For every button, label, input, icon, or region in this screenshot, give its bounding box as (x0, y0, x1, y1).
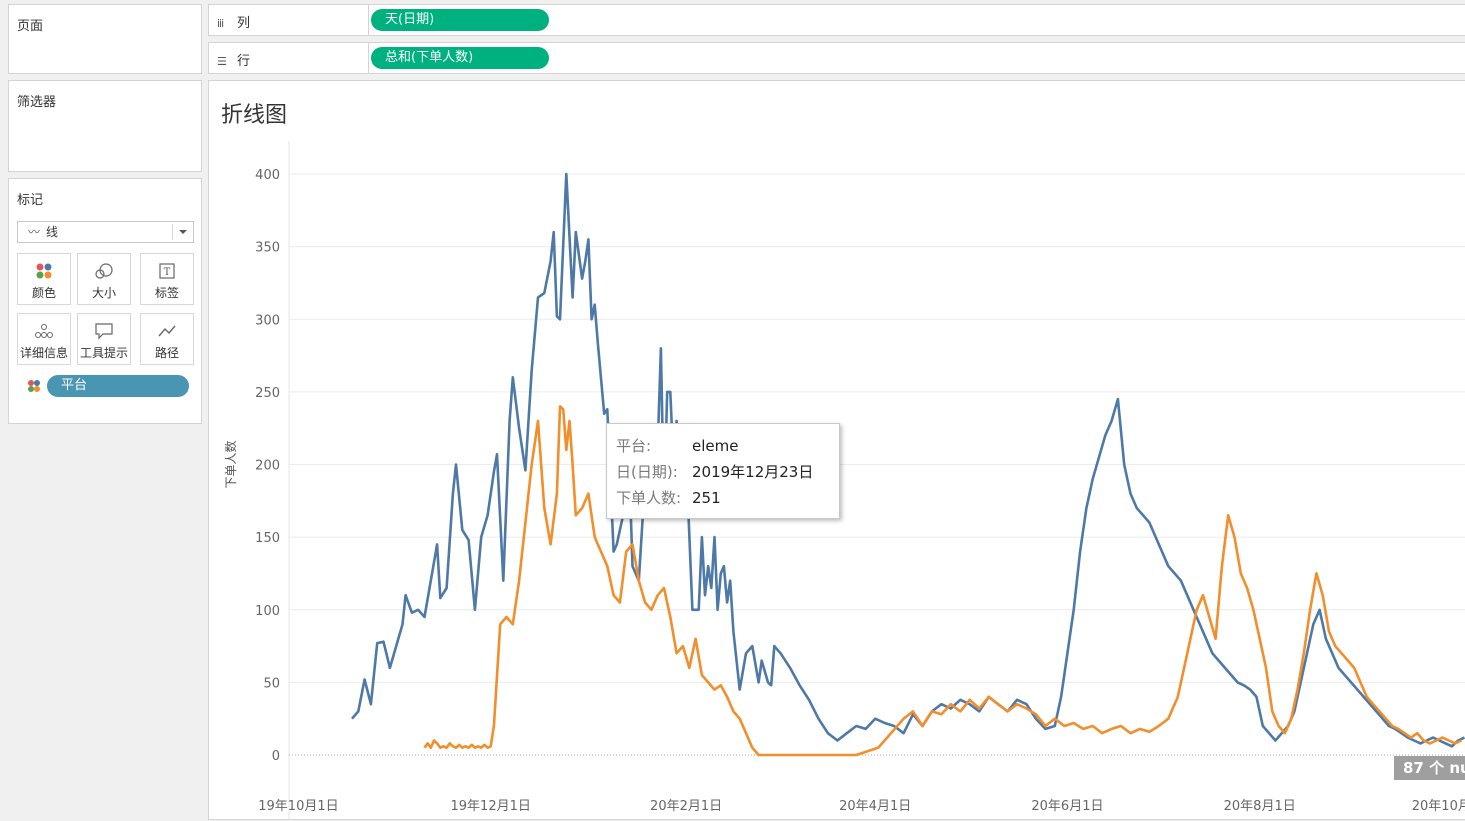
tooltip-key-platform: 平台: (616, 437, 652, 455)
color-icon (18, 261, 70, 281)
columns-label: 列 (237, 16, 251, 31)
shelf-divider (368, 43, 369, 73)
detail-button-label: 详细信息 (19, 346, 68, 360)
y-tick-label: 250 (255, 386, 280, 401)
chart-title: 折线图 (221, 103, 288, 128)
y-tick-label: 50 (263, 676, 280, 691)
filters-label: 筛选器 (17, 95, 57, 110)
x-tick-label: 19年12月1日 (451, 799, 531, 814)
shelf-divider (368, 5, 369, 35)
columns-shelf[interactable]: iii 列 天(日期) (208, 4, 1465, 36)
tooltip-button[interactable]: 工具提示 (77, 313, 131, 365)
tooltip-key-orders: 下单人数: (616, 489, 682, 507)
label-button-label: 标签 (154, 286, 179, 300)
detail-button[interactable]: 详细信息 (17, 313, 71, 365)
mark-type-dropdown[interactable]: 〰 线 (17, 221, 194, 243)
sum-orders-pill[interactable]: 总和(下单人数) (371, 47, 549, 69)
color-button[interactable]: 颜色 (17, 253, 71, 305)
path-button-label: 路径 (154, 346, 179, 360)
rows-shelf-label: ☰ 行 (217, 50, 250, 69)
columns-shelf-label: iii 列 (217, 12, 250, 31)
y-tick-label: 300 (255, 313, 280, 328)
x-tick-label: 20年6月1日 (1031, 799, 1103, 814)
tooltip-value-platform: eleme (692, 437, 739, 455)
x-tick-label: 20年4月1日 (839, 799, 911, 814)
chevron-down-icon (179, 230, 187, 234)
text-label-icon: T (141, 261, 193, 281)
detail-icon (18, 321, 70, 341)
tooltip-value-orders: 251 (692, 489, 721, 507)
null-values-badge[interactable]: 87 个 nu (1394, 756, 1465, 780)
color-field-icon (28, 380, 40, 392)
pages-label: 页面 (17, 19, 44, 34)
filters-card[interactable]: 筛选器 (8, 80, 202, 172)
mark-type-label: 线 (46, 225, 59, 239)
y-tick-label: 350 (255, 241, 280, 256)
marks-card: 标记 〰 线 颜色 大小 T 标签 详细信息 工具提示 (8, 178, 202, 424)
label-button[interactable]: T 标签 (140, 253, 194, 305)
rows-shelf[interactable]: ☰ 行 总和(下单人数) (208, 42, 1465, 74)
x-tick-label: 20年2月1日 (650, 799, 722, 814)
day-date-pill[interactable]: 天(日期) (371, 9, 549, 31)
tooltip-value-date: 2019年12月23日 (692, 463, 814, 481)
path-icon (141, 321, 193, 341)
rows-icon: ☰ (217, 55, 227, 68)
pages-card[interactable]: 页面 (8, 4, 202, 74)
rows-label: 行 (237, 54, 251, 69)
tooltip-button-label: 工具提示 (79, 346, 128, 360)
size-icon (78, 261, 130, 281)
tooltip-icon (78, 321, 130, 341)
y-axis-label: 下单人数 (223, 440, 238, 488)
color-button-label: 颜色 (31, 286, 56, 300)
series-line-orange (423, 405, 1462, 757)
tooltip-key-date: 日(日期): (616, 463, 678, 481)
y-tick-label: 0 (272, 749, 280, 764)
line-mark-icon: 〰 (28, 225, 41, 239)
tooltip-popup: 平台: eleme 日(日期): 2019年12月23日 下单人数: 251 (606, 423, 840, 519)
y-tick-label: 150 (255, 531, 280, 546)
series-line-blue (351, 172, 1465, 748)
x-tick-label: 20年8月1日 (1224, 799, 1296, 814)
y-tick-label: 100 (255, 604, 280, 619)
dropdown-separator (172, 224, 173, 240)
marks-label: 标记 (17, 193, 44, 208)
size-button[interactable]: 大小 (77, 253, 131, 305)
y-tick-label: 400 (255, 168, 280, 183)
svg-text:T: T (164, 267, 171, 278)
x-tick-label: 19年10月1日 (258, 799, 338, 814)
viz-area: 折线图 0 50 100 150 200 250 300 350 400 下单人数 19年10月1日… (208, 80, 1465, 821)
size-button-label: 大小 (91, 286, 116, 300)
x-tick-label: 20年10月1日 (1412, 799, 1465, 814)
platform-field-pill[interactable]: 平台 (47, 375, 189, 397)
columns-icon: iii (217, 17, 224, 30)
y-tick-label: 200 (255, 459, 280, 474)
path-button[interactable]: 路径 (140, 313, 194, 365)
